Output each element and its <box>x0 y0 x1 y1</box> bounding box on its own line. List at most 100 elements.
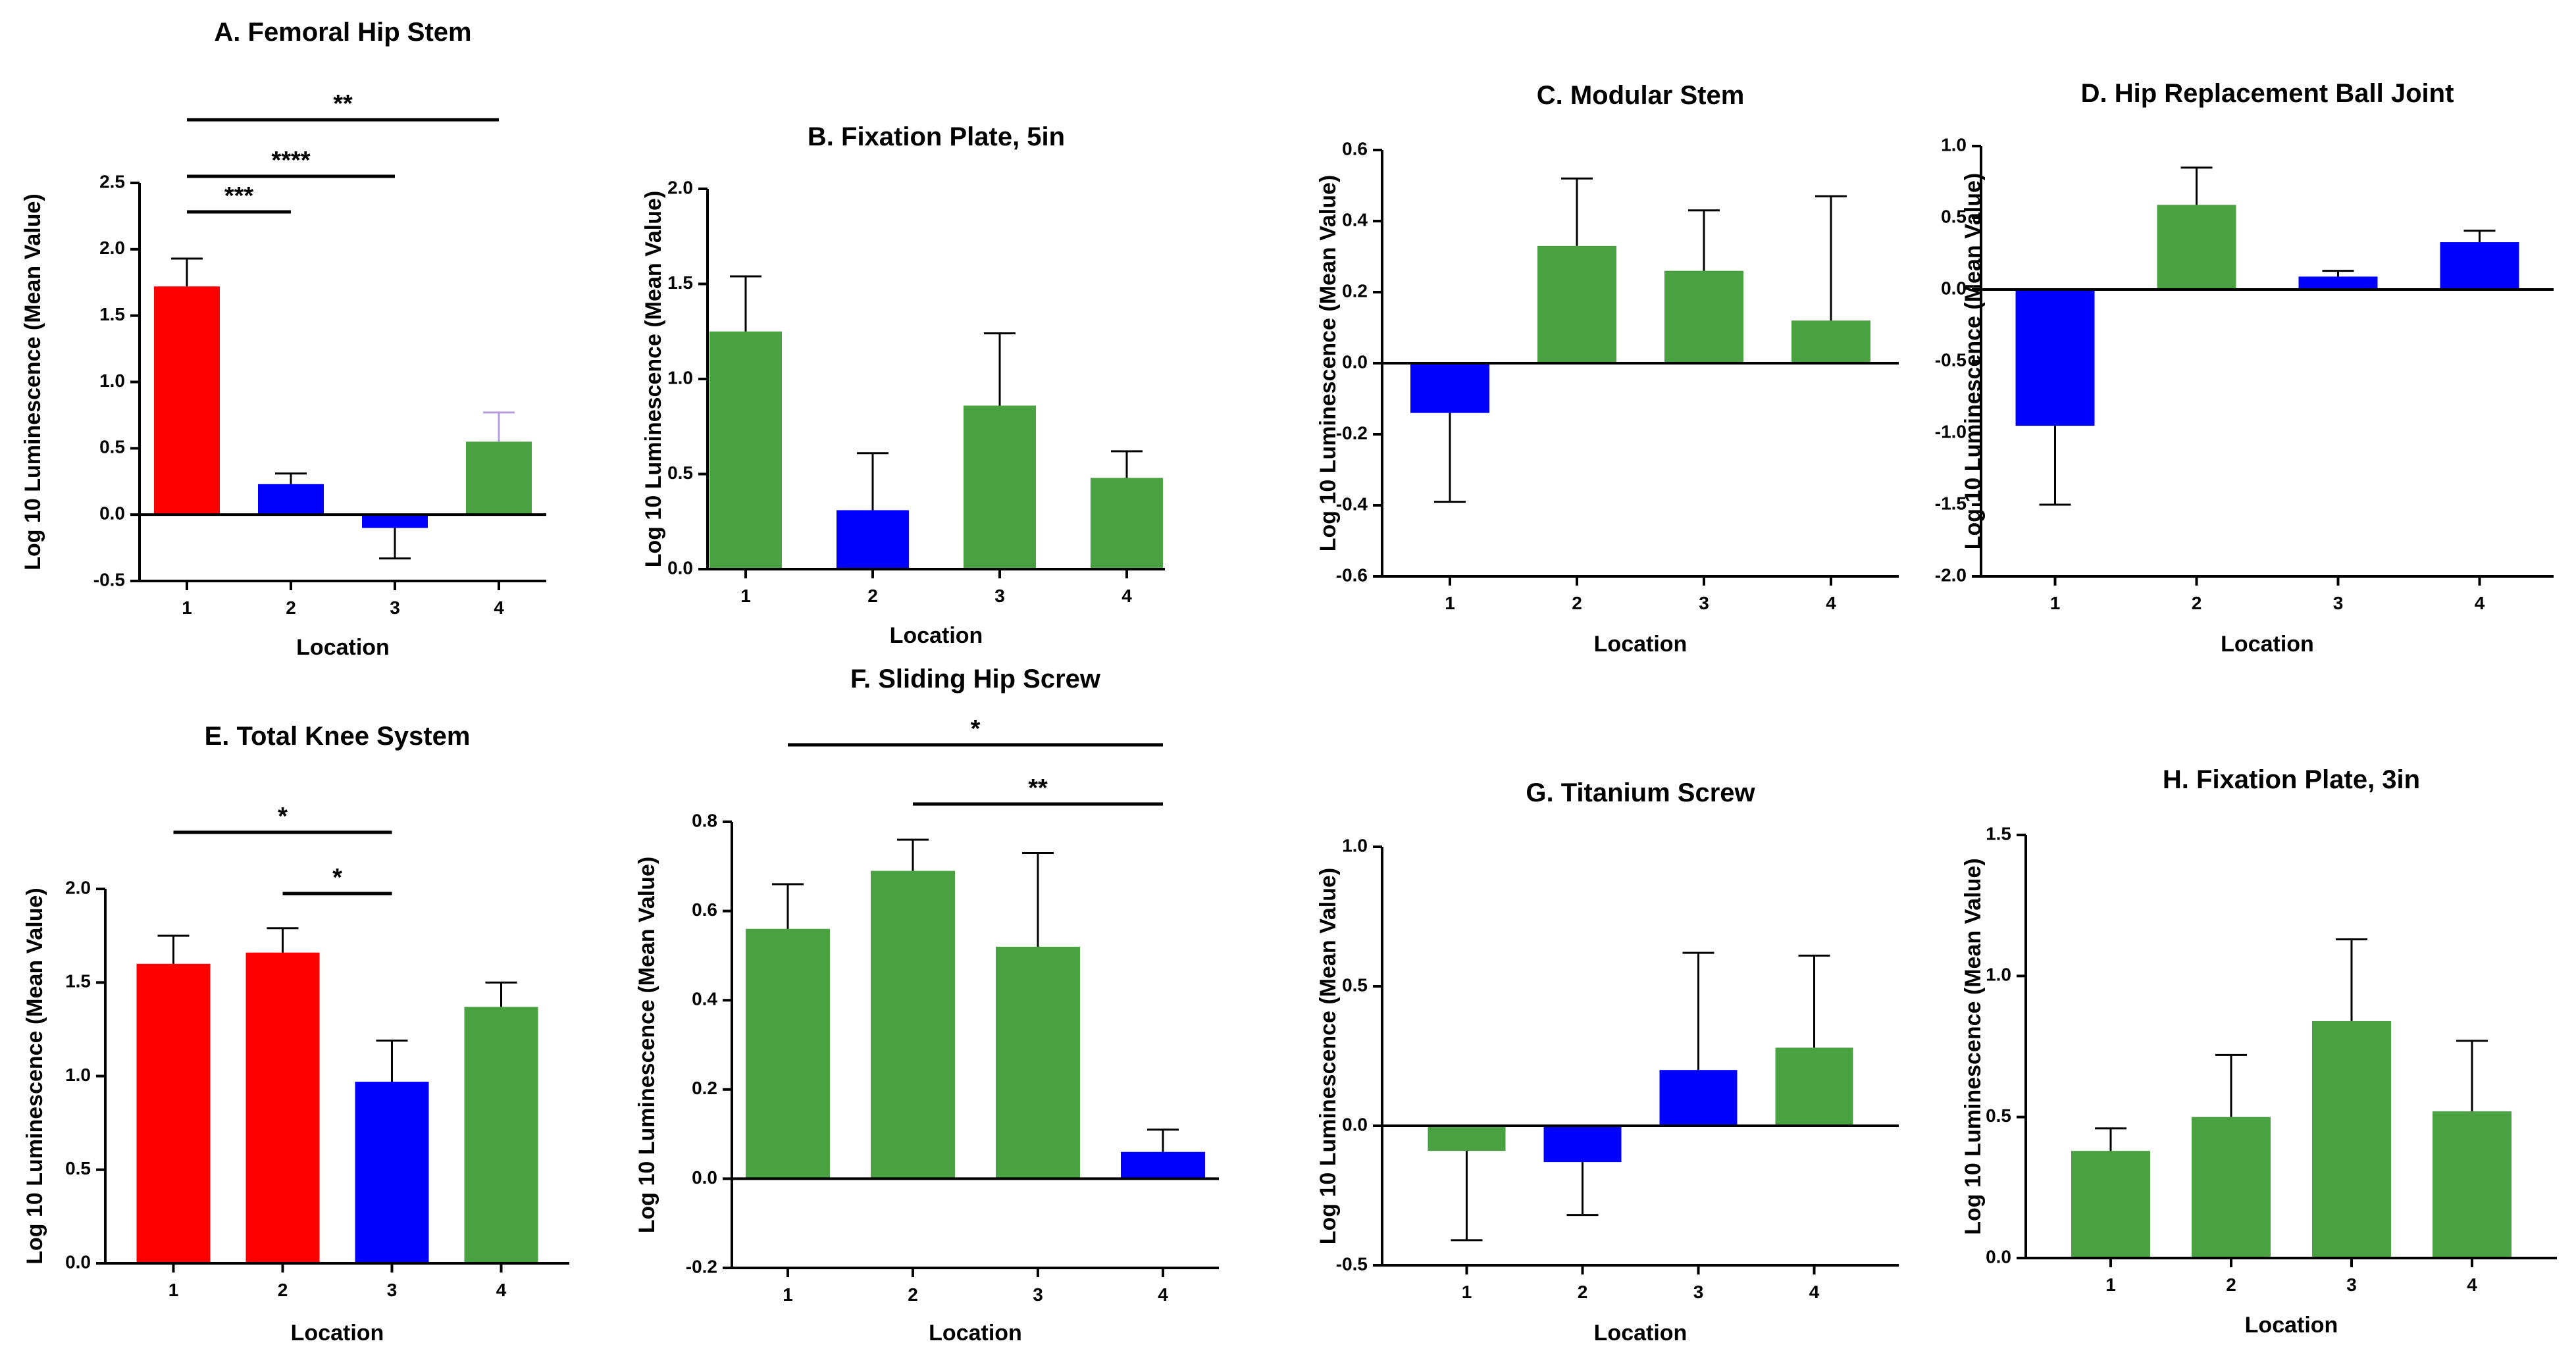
y-axis-label: Log 10 Luminescence (Mean Value) <box>22 888 47 1265</box>
x-tick-label: 4 <box>1826 593 1836 613</box>
y-axis-label: Log 10 Luminescence (Mean Value) <box>20 193 45 570</box>
x-tick-label: 3 <box>2346 1274 2357 1295</box>
y-tick-label: 0.5 <box>1986 1105 2011 1126</box>
y-tick-label: -0.2 <box>686 1256 717 1276</box>
y-tick-label: 0.5 <box>667 463 693 483</box>
significance-label: * <box>332 864 342 892</box>
panel-f-sliding-hip-screw: F. Sliding Hip Screw Location Log 10 Lum… <box>634 665 1219 1346</box>
y-tick-label: 0.8 <box>692 810 717 830</box>
y-tick-label: 0.6 <box>1342 138 1368 159</box>
y-tick-label: 0.5 <box>1342 974 1368 995</box>
y-tick-label: -0.4 <box>1336 493 1368 514</box>
y-tick-label: -0.5 <box>1336 1253 1368 1274</box>
panel-e-total-knee-system: E. Total Knee System Location Log 10 Lum… <box>22 722 569 1346</box>
bar-3 <box>355 1082 429 1263</box>
bar-4 <box>1091 478 1163 569</box>
x-axis-label: Location <box>296 635 390 660</box>
bar-4 <box>1775 1047 1853 1126</box>
bar-1 <box>746 928 830 1179</box>
panel-a-femoral-hip-stem: A. Femoral Hip Stem Location Log 10 Lumi… <box>20 18 546 660</box>
bar-1 <box>2015 290 2095 426</box>
y-tick-label: 0.0 <box>99 503 125 524</box>
x-tick-label: 1 <box>182 597 192 618</box>
y-tick-label: 0.4 <box>1342 209 1368 230</box>
x-tick-label: 4 <box>1121 586 1132 606</box>
x-tick-label: 2 <box>2192 593 2202 613</box>
y-tick-label: 1.0 <box>1986 965 2011 985</box>
bar-2 <box>2192 1117 2271 1258</box>
bar-3 <box>1664 270 1743 363</box>
y-tick-label: -0.2 <box>1336 422 1368 443</box>
panel-title: B. Fixation Plate, 5in <box>808 122 1065 151</box>
x-axis-label: Location <box>890 623 983 648</box>
significance-label: ** <box>1028 774 1048 802</box>
y-tick-label: -0.6 <box>1336 565 1368 585</box>
x-tick-label: 2 <box>867 586 878 606</box>
bar-3 <box>362 515 428 528</box>
bar-3 <box>1659 1070 1738 1126</box>
x-tick-label: 2 <box>286 597 296 618</box>
x-tick-label: 1 <box>168 1280 179 1300</box>
y-axis-label: Log 10 Luminescence (Mean Value) <box>1316 868 1341 1245</box>
bar-1 <box>2071 1151 2150 1258</box>
y-tick-label: 1.5 <box>667 272 693 293</box>
bar-2 <box>258 484 324 515</box>
x-axis-label: Location <box>2221 632 2314 657</box>
panel-d-hip-replacement-ball-joint: D. Hip Replacement Ball Joint Location L… <box>1935 79 2554 657</box>
x-tick-label: 2 <box>1572 593 1582 613</box>
y-tick-label: 1.0 <box>1941 134 1967 155</box>
x-tick-label: 3 <box>994 586 1005 606</box>
x-axis-label: Location <box>1594 1321 1687 1346</box>
x-axis-label: Location <box>291 1321 384 1346</box>
bar-4 <box>2440 242 2519 290</box>
x-tick-label: 2 <box>1578 1282 1588 1302</box>
bar-3 <box>2298 276 2378 290</box>
y-tick-label: -1.0 <box>1935 421 1967 441</box>
bar-2 <box>1543 1126 1622 1163</box>
y-tick-label: 0.2 <box>1342 280 1368 301</box>
bar-3 <box>2312 1021 2391 1258</box>
x-tick-label: 3 <box>390 597 400 618</box>
x-tick-label: 4 <box>496 1280 507 1300</box>
x-tick-label: 4 <box>1158 1284 1168 1305</box>
y-tick-label: -0.5 <box>1935 349 1967 370</box>
y-tick-label: 1.5 <box>99 304 125 324</box>
y-tick-label: 0.5 <box>99 437 125 457</box>
significance-label: * <box>971 715 981 743</box>
y-tick-label: 0.0 <box>1342 351 1368 372</box>
y-tick-label: -0.5 <box>93 569 125 590</box>
significance-label: **** <box>271 147 310 174</box>
bar-4 <box>1791 320 1870 363</box>
y-tick-label: 0.0 <box>1342 1114 1368 1134</box>
y-tick-label: 1.0 <box>1342 835 1368 855</box>
y-axis-label: Log 10 Luminescence (Mean Value) <box>1316 175 1341 552</box>
bar-4 <box>464 1007 538 1263</box>
bar-3 <box>964 405 1036 569</box>
panel-g-titanium-screw: G. Titanium Screw Location Log 10 Lumine… <box>1316 778 1899 1346</box>
x-tick-label: 3 <box>387 1280 398 1300</box>
x-tick-label: 2 <box>908 1284 918 1305</box>
y-tick-label: 2.0 <box>667 177 693 197</box>
y-axis-label: Log 10 Luminescence (Mean Value) <box>641 191 666 568</box>
y-tick-label: 0.0 <box>1986 1246 2011 1267</box>
bar-4 <box>2433 1111 2512 1258</box>
y-tick-label: 1.0 <box>65 1065 91 1085</box>
x-tick-label: 3 <box>2333 593 2344 613</box>
panel-title: G. Titanium Screw <box>1526 778 1755 807</box>
x-tick-label: 1 <box>1462 1282 1472 1302</box>
y-tick-label: 0.0 <box>1941 278 1967 298</box>
panel-title: A. Femoral Hip Stem <box>214 18 471 47</box>
y-tick-label: 0.0 <box>667 557 693 578</box>
panel-b-fixation-plate-5in: B. Fixation Plate, 5in Location Log 10 L… <box>641 122 1165 648</box>
bar-1 <box>136 963 211 1263</box>
x-tick-label: 4 <box>494 597 504 618</box>
x-axis-label: Location <box>2245 1313 2338 1338</box>
x-tick-label: 2 <box>278 1280 288 1300</box>
bar-2 <box>1537 245 1616 363</box>
y-tick-label: 2.5 <box>99 171 125 191</box>
x-tick-label: 4 <box>2467 1274 2477 1295</box>
y-tick-label: 0.6 <box>692 899 717 920</box>
panel-title: C. Modular Stem <box>1537 81 1745 110</box>
y-axis-label: Log 10 Luminescence (Mean Value) <box>1961 858 1986 1235</box>
